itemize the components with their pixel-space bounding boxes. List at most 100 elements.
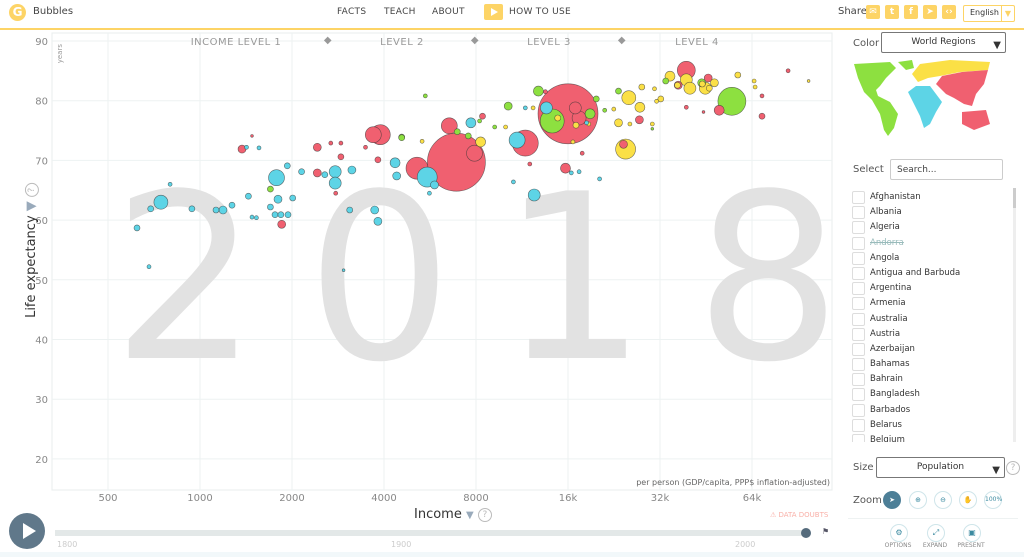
bubble-europe[interactable] [654,99,659,104]
bubble-asia[interactable] [374,156,382,164]
bubble-africa[interactable] [389,157,401,169]
bubble-africa[interactable] [284,211,292,218]
bubble-asia[interactable] [466,144,483,162]
bubble-americas[interactable] [492,124,498,130]
bubble-africa[interactable] [254,215,259,220]
bubble-asia[interactable] [250,134,254,138]
checkbox[interactable] [852,403,865,417]
bubble-americas[interactable] [584,108,596,120]
checkbox[interactable] [852,297,865,311]
bubble-europe[interactable] [674,81,681,89]
bubble-africa[interactable] [508,131,526,149]
bubble-asia[interactable] [479,112,486,120]
bubble-asia[interactable] [277,220,287,229]
bubble-asia[interactable] [759,93,765,99]
bubble-africa[interactable] [245,192,252,200]
bubble-asia[interactable] [560,162,571,174]
country-item[interactable]: Belgium [848,433,1013,442]
bubble-europe[interactable] [503,124,508,130]
bubble-asia[interactable] [363,145,368,150]
bubble-africa[interactable] [212,206,220,214]
bubble-asia[interactable] [312,168,322,178]
country-search-input[interactable]: Search... [890,159,1003,180]
checkbox[interactable] [852,236,865,250]
bubble-asia[interactable] [579,150,585,156]
bubble-africa[interactable] [271,211,279,218]
bubble-europe[interactable] [634,102,646,113]
country-item[interactable]: Armenia [848,296,1013,311]
bubble-africa[interactable] [228,201,236,209]
bubble-americas[interactable] [267,185,274,193]
country-item[interactable]: Albania [848,205,1013,220]
bubble-americas[interactable] [422,93,428,99]
map-region-greenland[interactable] [898,60,914,70]
bubble-europe[interactable] [530,105,536,111]
bubble-americas[interactable] [464,132,472,140]
bubble-africa[interactable] [527,188,541,202]
country-item[interactable]: Algeria [848,220,1013,235]
options-button[interactable]: OPTIONS [884,542,912,549]
map-region-asia[interactable] [936,70,990,130]
bubble-europe[interactable] [751,78,757,84]
twitter-icon[interactable]: t [885,5,899,19]
present-icon[interactable]: ▣ [963,524,981,542]
bubble-asia[interactable] [364,126,382,143]
country-item[interactable]: Belarus [848,418,1013,433]
size-select[interactable]: Population ▼ [876,457,1005,478]
data-doubts-link[interactable]: ⚠ DATA DOUBTS [770,511,829,519]
bubble-europe[interactable] [806,79,811,83]
bubble-africa[interactable] [267,203,274,211]
pointer-tool-icon[interactable]: ➤ [883,491,901,509]
bubble-europe[interactable] [627,121,633,127]
bubble-asia[interactable] [683,105,689,110]
play-button[interactable] [9,513,45,549]
bubble-europe[interactable] [698,80,706,88]
expand-button[interactable]: EXPAND [922,542,948,549]
map-region-europe[interactable] [912,60,990,82]
bubble-asia[interactable] [785,68,791,74]
bubble-africa[interactable] [511,179,516,185]
help-icon[interactable]: ? [1006,461,1020,475]
bubble-asia[interactable] [619,140,628,149]
play-video-icon[interactable] [484,4,503,20]
pan-hand-icon[interactable]: ✋ [959,491,977,509]
bubble-africa[interactable] [268,169,285,186]
language-select[interactable]: English ▼ [963,5,1015,22]
nav-teach[interactable]: TEACH [384,7,416,17]
bubble-asia[interactable] [527,161,533,167]
bubble-europe[interactable] [638,83,646,91]
gapminder-logo[interactable]: G [9,4,26,21]
expand-icon[interactable]: ⤢ [927,524,945,542]
bubble-americas[interactable] [717,87,747,116]
x-axis-label[interactable]: Income ▼ ? [414,507,492,522]
bubble-americas[interactable] [650,127,654,131]
bubble-asia[interactable] [338,140,344,146]
bubble-europe[interactable] [710,78,719,88]
bubble-africa[interactable] [147,205,154,213]
bubble-africa[interactable] [597,176,602,182]
bubble-africa[interactable] [133,224,141,232]
zoom-reset-button[interactable]: 100% [984,491,1002,509]
bubble-asia[interactable] [333,190,339,196]
checkbox[interactable] [852,282,865,296]
bubble-africa[interactable] [167,182,173,187]
country-item[interactable]: Azerbaijan [848,342,1013,357]
mail-icon[interactable]: ✉ [866,5,880,19]
bubble-europe[interactable] [475,136,486,148]
color-select[interactable]: World Regions ▼ [881,32,1006,53]
bubble-europe[interactable] [554,114,562,122]
map-region-americas[interactable] [854,62,898,136]
zoom-in-icon[interactable]: ⊕ [909,491,927,509]
help-icon[interactable]: ? [477,507,492,522]
country-item[interactable]: Antigua and Barbuda [848,266,1013,281]
country-item[interactable]: Bahamas [848,357,1013,372]
bubble-africa[interactable] [277,211,285,218]
nav-how-to-use[interactable]: HOW TO USE [509,7,572,17]
country-item[interactable]: Australia [848,312,1013,327]
bubble-europe[interactable] [611,106,617,112]
world-regions-map[interactable] [850,58,1010,138]
checkbox[interactable] [852,358,865,372]
bubble-africa[interactable] [188,205,196,213]
bubble-africa[interactable] [347,165,357,175]
checkbox[interactable] [852,312,865,326]
